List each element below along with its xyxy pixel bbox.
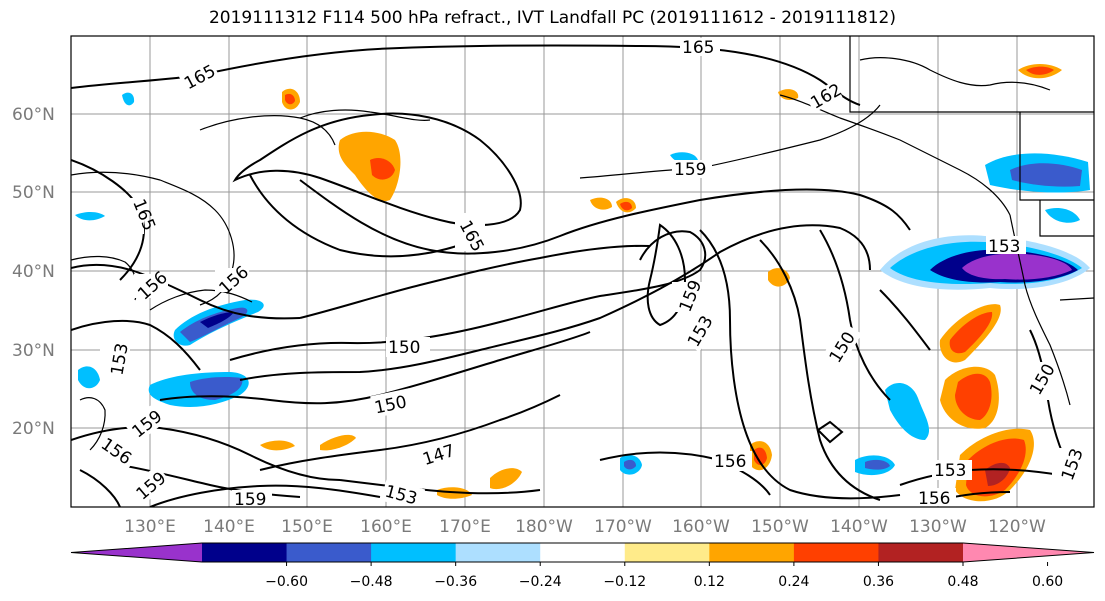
- lon-label: 140°W: [830, 517, 888, 537]
- contour-label: 147: [420, 441, 457, 470]
- colorbar-tick-label: 0.36: [863, 574, 894, 590]
- contour-label: 156: [215, 262, 252, 299]
- lon-label: 160°E: [360, 517, 412, 537]
- colorbar-bin: [709, 543, 795, 562]
- colorbar-bin: [286, 543, 372, 562]
- colorbar-tick-label: −0.24: [519, 574, 562, 590]
- colorbar-bin: [540, 543, 626, 562]
- colorbar-bin: [455, 543, 541, 562]
- contour-label: 153: [383, 482, 420, 510]
- colorbar-tick-label: −0.12: [603, 574, 646, 590]
- pos-anomaly-misc-1: [590, 197, 612, 210]
- contour-label: 159: [234, 490, 266, 510]
- lon-label: 150°E: [281, 517, 333, 537]
- contours: [71, 44, 1071, 507]
- lon-label: 180°W: [515, 517, 573, 537]
- colorbar-tick-label: −0.36: [434, 574, 477, 590]
- colorbar-tick-label: 0.60: [1032, 574, 1063, 590]
- lat-label: 40°N: [12, 262, 55, 282]
- colorbar-tick-label: −0.60: [265, 574, 308, 590]
- lon-label: 160°W: [672, 517, 730, 537]
- contour-label: 165: [682, 38, 714, 58]
- colorbar-extend-high: [963, 543, 1094, 562]
- map-title: 2019111312 F114 500 hPa refract., IVT La…: [208, 8, 896, 28]
- pos-anomaly-kamchatka: [338, 131, 401, 201]
- lat-label: 20°N: [12, 419, 55, 439]
- colorbar: [70, 542, 1095, 566]
- neg-anomaly-east-pac: [885, 383, 930, 440]
- lat-label: 50°N: [12, 183, 55, 203]
- colorbar-tick-label: −0.48: [350, 574, 393, 590]
- lon-label: 170°W: [594, 517, 652, 537]
- colorbar-tick-label: 0.12: [694, 574, 725, 590]
- contour-label: 153: [988, 237, 1020, 257]
- lon-label: 130°E: [124, 517, 176, 537]
- map-frame: [70, 35, 1095, 508]
- lon-labels: 130°E 140°E 150°E 160°E 170°E 180°W 170°…: [124, 517, 1046, 537]
- lat-label: 60°N: [12, 105, 55, 125]
- lon-label: 130°W: [909, 517, 967, 537]
- lon-label: 150°W: [751, 517, 809, 537]
- contour-label: 156: [918, 489, 950, 509]
- lon-label: 140°E: [203, 517, 255, 537]
- lon-label: 120°W: [988, 517, 1046, 537]
- lon-label: 170°E: [439, 517, 491, 537]
- contour-label: 153: [934, 461, 966, 481]
- colorbar-bin: [202, 543, 288, 562]
- colorbar-tick-label: 0.48: [947, 574, 978, 590]
- colorbar-bin: [878, 543, 964, 562]
- colorbar-bin: [624, 543, 710, 562]
- colorbar-extend-low: [71, 543, 202, 562]
- colorbar-tick-labels: −0.60 −0.48 −0.36 −0.24 −0.12 0.12 0.24 0.36 0.4…: [265, 574, 1063, 590]
- coastlines: [71, 36, 1094, 451]
- colorbar-tick-label: 0.24: [778, 574, 809, 590]
- colorbar-outline: [70, 542, 1095, 563]
- contour-label: 156: [714, 452, 746, 472]
- lat-label: 30°N: [12, 341, 55, 361]
- colorbar-bin: [371, 543, 457, 562]
- contour-label: 150: [388, 338, 420, 358]
- colorbar-bin: [793, 543, 879, 562]
- lat-labels: 60°N 50°N 40°N 30°N 20°N: [12, 105, 55, 439]
- contour-label: 159: [674, 160, 706, 180]
